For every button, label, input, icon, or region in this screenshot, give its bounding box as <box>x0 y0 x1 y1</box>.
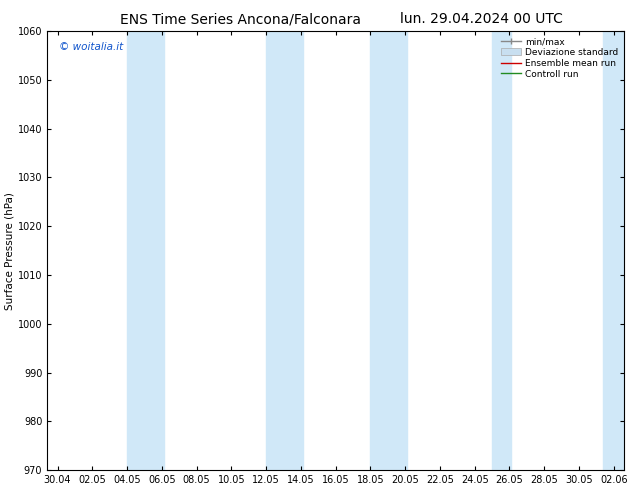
Bar <box>127 31 164 470</box>
Text: lun. 29.04.2024 00 UTC: lun. 29.04.2024 00 UTC <box>401 12 563 26</box>
Legend: min/max, Deviazione standard, Ensemble mean run, Controll run: min/max, Deviazione standard, Ensemble m… <box>500 35 619 80</box>
Text: © woitalia.it: © woitalia.it <box>59 42 123 52</box>
Bar <box>370 31 407 470</box>
Bar <box>492 31 511 470</box>
Bar <box>604 31 631 470</box>
Text: ENS Time Series Ancona/Falconara: ENS Time Series Ancona/Falconara <box>120 12 361 26</box>
Y-axis label: Surface Pressure (hPa): Surface Pressure (hPa) <box>5 192 15 310</box>
Bar <box>266 31 302 470</box>
